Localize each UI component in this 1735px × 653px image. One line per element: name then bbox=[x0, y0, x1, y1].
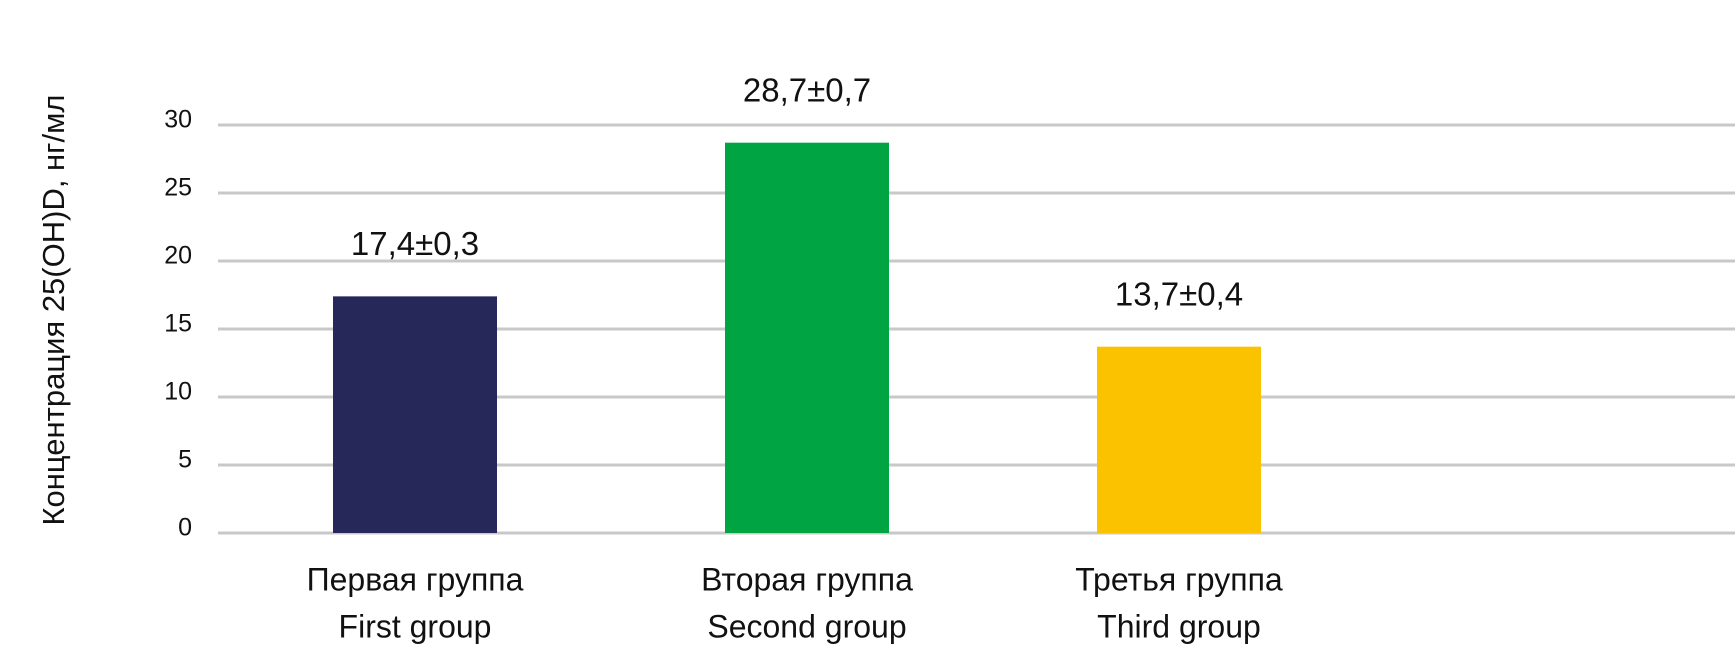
bar bbox=[1097, 346, 1261, 533]
y-tick-label: 25 bbox=[164, 174, 192, 202]
x-tick-label: Third group bbox=[1097, 608, 1261, 644]
value-label: 28,7±0,7 bbox=[743, 71, 871, 108]
x-tick-label: Третья группа bbox=[1075, 561, 1283, 597]
y-tick-label: 20 bbox=[164, 242, 192, 270]
y-tick-label: 30 bbox=[164, 106, 192, 134]
bar bbox=[725, 142, 889, 533]
value-label: 13,7±0,4 bbox=[1115, 275, 1243, 312]
y-tick-label: 0 bbox=[178, 514, 192, 542]
y-tick-label: 5 bbox=[178, 446, 192, 474]
x-tick-label: First group bbox=[339, 608, 492, 644]
x-tick-label: Вторая группа bbox=[701, 561, 913, 597]
y-axis-title: Концентрация 25(OH)D, нг/мл bbox=[36, 94, 71, 525]
y-tick-label: 10 bbox=[164, 378, 192, 406]
x-tick-label: Первая группа bbox=[307, 561, 524, 597]
y-tick-label: 15 bbox=[164, 310, 192, 338]
bar bbox=[333, 296, 497, 533]
x-tick-label: Second group bbox=[707, 608, 906, 644]
value-label: 17,4±0,3 bbox=[351, 225, 479, 262]
